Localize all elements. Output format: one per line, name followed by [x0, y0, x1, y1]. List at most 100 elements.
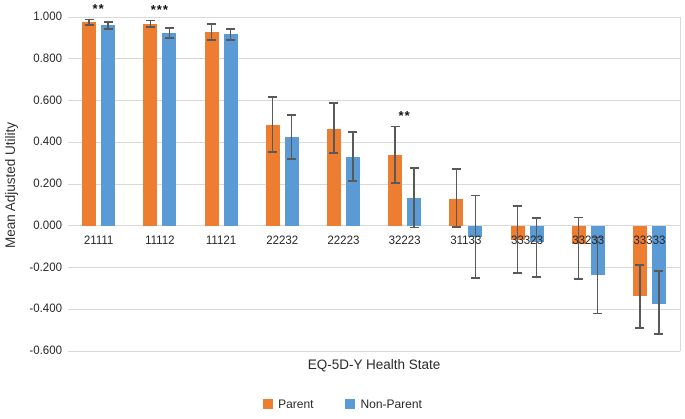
gridline [68, 183, 680, 185]
error-bar-line [474, 195, 477, 279]
gridline [68, 16, 680, 18]
bar-non-parent-11112 [162, 32, 177, 226]
gridline [68, 225, 680, 227]
error-bar-cap-bottom [226, 39, 235, 41]
error-bar-cap-top [532, 216, 541, 219]
legend-item-parent: Parent [263, 397, 313, 411]
y-axis-tick-label: -0.400 [29, 303, 62, 316]
bar-parent-21111 [82, 22, 97, 226]
y-axis-tick-label: 0.600 [33, 94, 62, 107]
error-bar-cap-bottom [164, 37, 174, 40]
bar-parent-11112 [143, 23, 158, 226]
error-bar-cap-top [574, 216, 584, 219]
error-bar-line [577, 217, 580, 279]
x-axis-category-label: 33323 [511, 234, 543, 247]
error-bar-cap-bottom [593, 312, 603, 315]
error-bar-cap-bottom [513, 272, 522, 274]
bar-parent-11121 [204, 31, 219, 226]
y-axis-tick-label: 0.800 [33, 52, 62, 65]
error-bar-cap-bottom [103, 27, 113, 30]
error-bar-line [639, 264, 641, 329]
gridline [68, 141, 680, 143]
x-axis-category-label: 33333 [633, 234, 666, 247]
error-bar-line [394, 126, 396, 183]
error-bar-line [658, 270, 660, 335]
error-bar-line [413, 167, 415, 228]
error-bar-line [149, 20, 152, 28]
legend-item-non-parent: Non-Parent [345, 397, 422, 411]
gridline [68, 58, 680, 60]
significance-marker-21111: ** [92, 0, 105, 16]
error-bar-cap-top [329, 102, 339, 105]
error-bar-cap-bottom [207, 39, 216, 42]
error-bar-cap-top [593, 236, 603, 239]
legend-label: Non-Parent [360, 397, 422, 411]
error-bar-cap-top [226, 27, 235, 30]
error-bar-line [168, 28, 171, 39]
bar-non-parent-22223 [345, 156, 360, 226]
error-bar-cap-bottom [348, 180, 358, 183]
error-bar-cap-bottom [635, 327, 645, 329]
error-bar-cap-bottom [287, 158, 297, 160]
error-bar-cap-bottom [654, 333, 664, 336]
y-axis-tick-label: 0.200 [33, 178, 62, 190]
gridline [68, 100, 680, 101]
error-bar-cap-top [84, 18, 94, 21]
error-bar-line [516, 206, 519, 273]
plot-right-border [680, 17, 681, 351]
error-bar-line [333, 103, 335, 153]
y-axis-tick-label: 1.000 [33, 11, 62, 23]
gridline [68, 308, 680, 310]
bar-parent-33333 [632, 225, 647, 296]
error-bar-cap-bottom [451, 225, 461, 228]
error-bar-line [107, 22, 109, 29]
gridline [68, 267, 680, 268]
y-axis-tick-label: 0.400 [33, 136, 62, 149]
x-axis-category-label: 31133 [450, 234, 482, 247]
significance-marker-11112: *** [150, 1, 169, 17]
x-axis-title: EQ-5D-Y Health State [307, 357, 441, 372]
y-axis-tick-label: -0.600 [29, 345, 62, 357]
bar-parent-22232 [265, 124, 280, 226]
error-bar-line [455, 169, 458, 227]
error-bar-cap-top [268, 96, 278, 99]
x-axis-category-label: 21111 [83, 234, 114, 247]
bar-non-parent-33333 [651, 225, 666, 305]
error-bar-cap-bottom [268, 150, 278, 153]
error-bar-cap-top [654, 269, 664, 272]
x-axis-category-label: 22223 [327, 234, 360, 247]
bar-non-parent-21111 [101, 25, 116, 226]
error-bar-cap-top [287, 114, 297, 116]
error-bar-cap-bottom [470, 277, 480, 280]
error-bar-line [535, 217, 538, 277]
error-bar-cap-top [103, 21, 113, 23]
bar-parent-32223 [388, 154, 403, 226]
error-bar-line [596, 237, 599, 314]
error-bar-cap-bottom [532, 275, 541, 278]
error-bar-cap-bottom [145, 26, 155, 29]
legend-swatch-icon [345, 399, 356, 409]
error-bar-cap-bottom [390, 182, 400, 184]
legend: Parent Non-Parent [0, 397, 685, 411]
error-bar-cap-bottom [409, 226, 419, 229]
error-bar-cap-top [145, 19, 155, 22]
error-bar-cap-top [635, 263, 645, 266]
error-bar-cap-top [348, 130, 358, 133]
error-bar-cap-bottom [329, 151, 339, 154]
x-axis-category-label: 22232 [266, 234, 299, 247]
error-bar-cap-top [207, 23, 216, 25]
y-axis-tick-label: -0.200 [29, 261, 62, 274]
error-bar-cap-top [513, 205, 522, 208]
error-bar-cap-top [470, 194, 480, 197]
error-bar-line [352, 131, 354, 182]
error-bar-cap-top [451, 168, 461, 171]
error-bar-line [88, 19, 90, 25]
y-axis-tick-label: 0.000 [33, 219, 62, 232]
error-bar-cap-bottom [574, 278, 584, 280]
error-bar-line [290, 115, 293, 159]
error-bar-cap-top [409, 167, 419, 169]
legend-swatch-icon [263, 399, 274, 409]
legend-label: Parent [278, 397, 314, 411]
error-bar-cap-bottom [84, 23, 94, 26]
